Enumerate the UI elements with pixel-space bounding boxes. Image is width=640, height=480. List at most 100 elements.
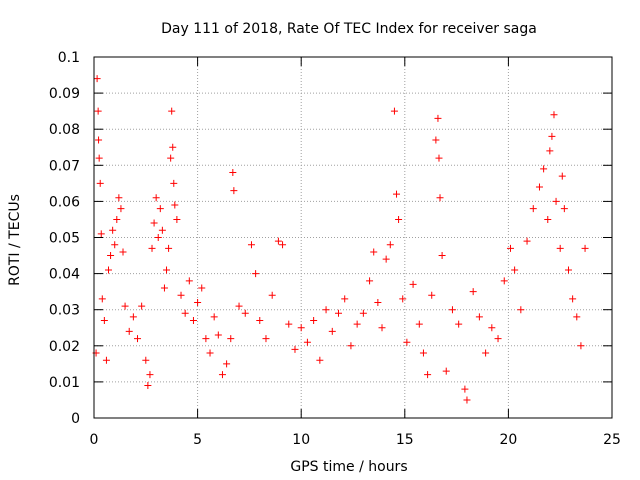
data-point bbox=[548, 132, 556, 140]
x-tick-label: 10 bbox=[292, 432, 310, 448]
y-tick-label: 0 bbox=[71, 411, 80, 427]
data-point bbox=[154, 234, 162, 241]
y-tick-label: 0.07 bbox=[49, 158, 80, 174]
data-point bbox=[167, 154, 175, 162]
data-point bbox=[202, 335, 210, 343]
data-point bbox=[297, 324, 305, 332]
data-point bbox=[262, 335, 270, 343]
data-point bbox=[564, 266, 572, 274]
y-tick-label: 0.08 bbox=[49, 122, 80, 138]
data-point bbox=[96, 179, 104, 187]
data-point bbox=[500, 277, 508, 285]
data-point bbox=[115, 194, 123, 202]
data-point bbox=[463, 396, 471, 404]
x-tick-label: 20 bbox=[499, 432, 517, 448]
data-point bbox=[210, 313, 218, 321]
data-point bbox=[168, 107, 176, 115]
data-point bbox=[95, 154, 103, 162]
data-point bbox=[171, 201, 179, 209]
data-point bbox=[119, 248, 127, 256]
data-point bbox=[322, 306, 330, 314]
data-point bbox=[415, 320, 423, 328]
data-point bbox=[529, 205, 537, 213]
data-point bbox=[334, 309, 342, 317]
data-point bbox=[434, 114, 442, 122]
x-axis-label: GPS time / hours bbox=[290, 459, 407, 475]
data-point bbox=[173, 215, 181, 223]
y-tick-label: 0.06 bbox=[49, 194, 80, 210]
data-point bbox=[482, 349, 490, 357]
data-point bbox=[341, 295, 349, 303]
y-tick-label: 0.1 bbox=[58, 50, 80, 66]
data-point bbox=[181, 309, 189, 317]
data-point bbox=[97, 230, 105, 238]
data-point bbox=[550, 111, 558, 119]
data-point bbox=[111, 241, 119, 249]
data-point bbox=[353, 320, 361, 328]
chart-title: Day 111 of 2018, Rate Of TEC Index for r… bbox=[161, 21, 537, 37]
data-point bbox=[316, 356, 324, 364]
data-point bbox=[488, 324, 496, 332]
data-point bbox=[98, 295, 106, 303]
data-point bbox=[189, 317, 197, 325]
data-point bbox=[93, 75, 101, 83]
data-point bbox=[214, 331, 222, 339]
data-point bbox=[310, 317, 318, 325]
data-point bbox=[227, 335, 235, 343]
data-point bbox=[428, 291, 436, 299]
data-point bbox=[436, 194, 444, 202]
data-point bbox=[558, 172, 566, 180]
data-point bbox=[194, 298, 202, 306]
y-tick-label: 0.03 bbox=[49, 303, 80, 319]
data-point bbox=[125, 327, 133, 335]
data-point bbox=[395, 215, 403, 223]
data-point bbox=[475, 313, 483, 321]
data-point bbox=[581, 244, 589, 252]
data-point bbox=[146, 371, 154, 379]
data-point bbox=[347, 342, 355, 350]
data-point bbox=[170, 179, 178, 187]
data-point bbox=[107, 252, 115, 260]
data-points bbox=[92, 75, 589, 404]
data-point bbox=[517, 306, 525, 314]
data-point bbox=[134, 335, 142, 343]
data-point bbox=[152, 194, 160, 202]
data-point bbox=[448, 306, 456, 314]
data-point bbox=[432, 136, 440, 144]
data-point bbox=[386, 241, 394, 249]
data-point bbox=[198, 284, 206, 292]
data-point bbox=[378, 324, 386, 332]
axis-ticks: 0 0.01 0.02 0.03 0.04 0.05 0.06 0.07 0.08 0.09 0.1… bbox=[49, 50, 621, 448]
data-point bbox=[577, 342, 585, 350]
data-point bbox=[274, 237, 282, 245]
data-point bbox=[455, 320, 463, 328]
data-point bbox=[163, 266, 171, 274]
data-point bbox=[552, 197, 560, 205]
data-point bbox=[256, 317, 264, 325]
data-point bbox=[100, 317, 108, 325]
data-point bbox=[144, 382, 152, 390]
y-tick-label: 0.09 bbox=[49, 86, 80, 102]
data-point bbox=[544, 215, 552, 223]
data-point bbox=[252, 270, 260, 278]
data-point bbox=[247, 241, 255, 249]
y-tick-label: 0.04 bbox=[49, 267, 80, 283]
data-point bbox=[403, 338, 411, 346]
data-point bbox=[494, 335, 502, 343]
data-point bbox=[138, 302, 146, 310]
data-point bbox=[573, 313, 581, 321]
data-point bbox=[409, 280, 417, 288]
data-point bbox=[113, 215, 121, 223]
data-point bbox=[435, 154, 443, 162]
data-point bbox=[229, 169, 237, 177]
data-point bbox=[506, 244, 514, 252]
data-point bbox=[569, 295, 577, 303]
data-point bbox=[461, 385, 469, 393]
data-point bbox=[560, 205, 568, 213]
data-point bbox=[268, 291, 276, 299]
data-point bbox=[469, 288, 477, 296]
y-tick-label: 0.05 bbox=[49, 231, 80, 247]
data-point bbox=[150, 219, 158, 227]
data-point bbox=[223, 360, 231, 368]
data-point bbox=[129, 313, 137, 321]
